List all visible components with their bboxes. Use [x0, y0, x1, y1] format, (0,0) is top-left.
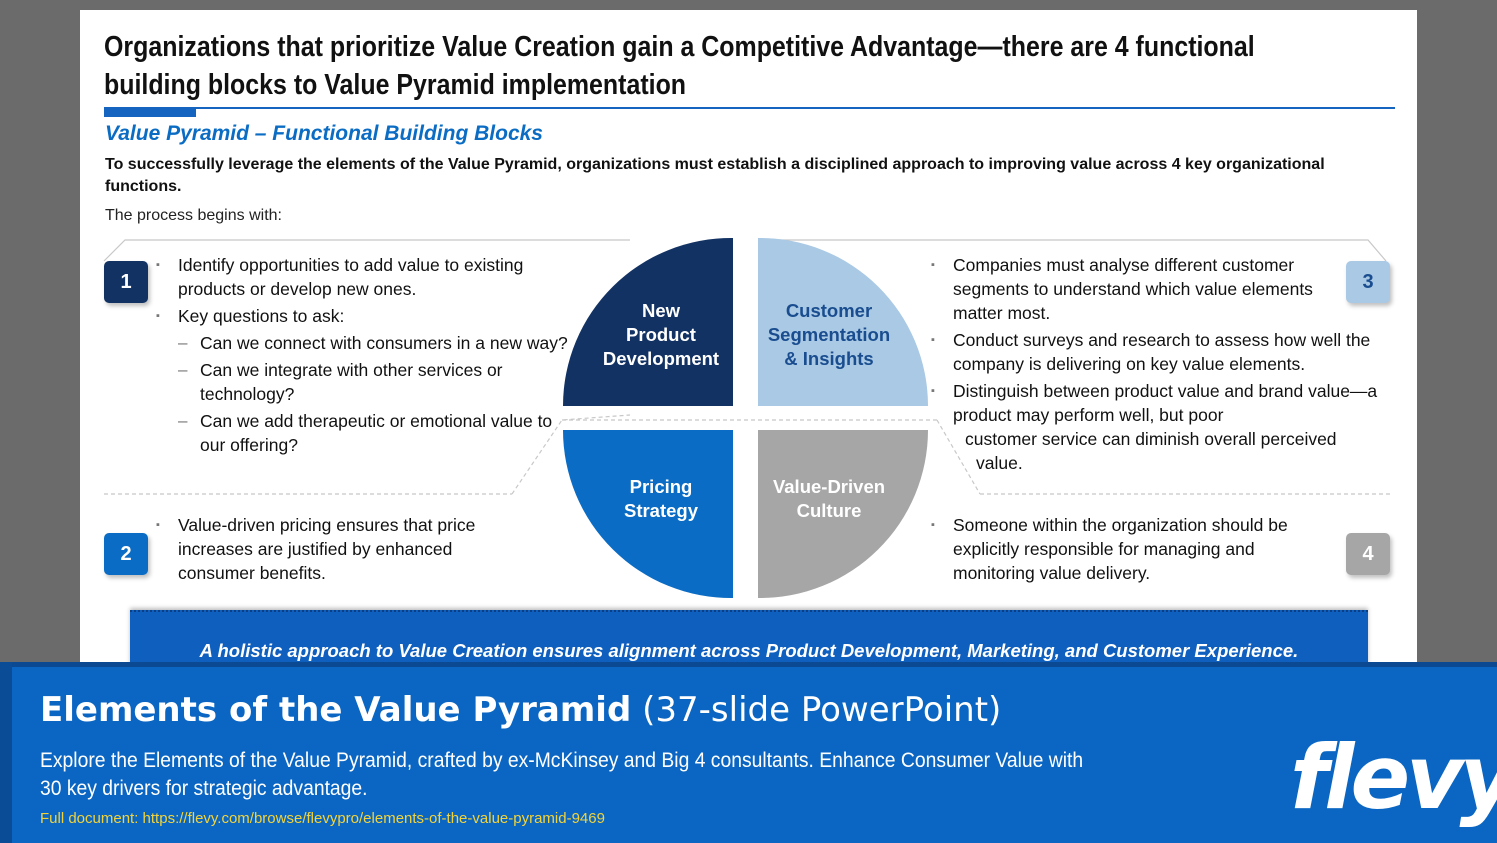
step-badge-1: 1	[104, 261, 148, 303]
section-subtitle: Value Pyramid – Functional Building Bloc…	[105, 122, 543, 145]
block-1-bullets: Identify opportunities to add value to e…	[156, 253, 576, 460]
process-begins-text: The process begins with:	[105, 207, 282, 224]
footer	[0, 662, 1497, 843]
slide: Organizations that prioritize Value Crea…	[80, 10, 1417, 665]
footer-title: Elements of the Value Pyramid (37-slide …	[40, 690, 1001, 730]
quadrant-label-line: Culture	[796, 500, 862, 521]
quadrant-label-line: Development	[602, 348, 720, 369]
quadrant-value-driven-culture	[758, 430, 928, 599]
footer-top-line	[0, 662, 1497, 667]
summary-banner: A holistic approach to Value Creation en…	[130, 610, 1368, 665]
quadrant-label-line: & Insights	[784, 348, 874, 369]
bullet-item: Conduct surveys and research to assess h…	[931, 328, 1391, 376]
block-4-bullets: Someone within the organization should b…	[931, 513, 1341, 588]
bullet-item: Identify opportunities to add value to e…	[156, 253, 576, 301]
title-underline-accent	[104, 107, 196, 117]
quadrant-label-customer-segmentation: Customer Segmentation & Insights	[750, 299, 908, 371]
step-badge-3: 3	[1346, 261, 1390, 303]
quadrant-label-line: New	[641, 300, 681, 321]
bullet-item: Key questions to ask:	[156, 304, 576, 328]
step-badge-2: 2	[104, 533, 148, 575]
slide-title: Organizations that prioritize Value Crea…	[104, 28, 1394, 104]
footer-description: Explore the Elements of the Value Pyrami…	[40, 749, 1084, 800]
bullet-continuation: customer service can diminish overall pe…	[965, 429, 1337, 449]
sub-bullet-item: Can we connect with consumers in a new w…	[156, 331, 576, 355]
sub-bullet-item: Can we add therapeutic or emotional valu…	[156, 409, 576, 457]
quadrant-pricing-strategy	[563, 430, 733, 599]
quadrant-frame	[103, 237, 1390, 599]
block-2-bullets: Value-driven pricing ensures that price …	[156, 513, 526, 588]
quadrant-label-line: Product	[626, 324, 696, 345]
footer-title-bold: Elements of the Value Pyramid	[40, 690, 632, 730]
footer-title-light: (37-slide PowerPoint)	[642, 690, 1002, 730]
step-badge-4: 4	[1346, 533, 1390, 575]
bullet-item: Companies must analyse different custome…	[931, 253, 1346, 325]
slide-title-line-1: Organizations that prioritize Value Crea…	[104, 31, 1255, 63]
sub-bullet-item: Can we integrate with other services or …	[156, 358, 576, 406]
footer-document-link[interactable]: Full document: https://flevy.com/browse/…	[40, 810, 605, 827]
quadrant-new-product-development	[563, 237, 733, 406]
quadrant-label-value-driven-culture: Value-Driven Culture	[750, 475, 908, 523]
bullet-item: Distinguish between product value and br…	[931, 379, 1391, 427]
quadrant-label-line: Segmentation	[767, 324, 891, 345]
quadrant-label-line: Customer	[785, 300, 873, 321]
summary-banner-text: A holistic approach to Value Creation en…	[199, 640, 1299, 661]
quadrant-label-line: Value-Driven	[772, 476, 886, 497]
bullet-continuation: value.	[976, 453, 1023, 473]
quadrant-label-line: Strategy	[623, 500, 699, 521]
quadrant-label-pricing-strategy: Pricing Strategy	[580, 475, 742, 523]
bullet-item: Value-driven pricing ensures that price …	[156, 513, 526, 585]
intro-text: To successfully leverage the elements of…	[105, 156, 1325, 195]
bullet-item: Someone within the organization should b…	[931, 513, 1341, 585]
quadrant-customer-segmentation	[758, 237, 928, 406]
quadrant-label-new-product: New Product Development	[580, 299, 742, 371]
footer-left-edge	[0, 662, 12, 843]
slide-title-line-2: building blocks to Value Pyramid impleme…	[104, 69, 687, 101]
flevy-logo[interactable]: flevy	[1290, 726, 1497, 829]
title-underline	[104, 107, 1395, 109]
quadrant-label-line: Pricing	[629, 476, 693, 497]
block-3-bullets: Companies must analyse different custome…	[931, 253, 1391, 475]
